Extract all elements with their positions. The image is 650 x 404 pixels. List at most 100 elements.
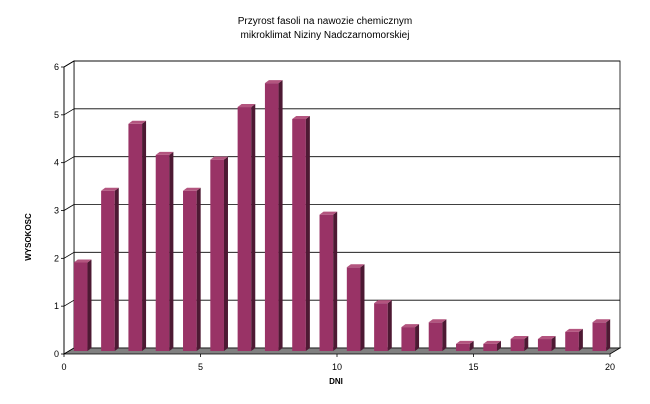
- bar: [565, 328, 583, 351]
- bar: [401, 324, 420, 351]
- x-tick-label: 15: [468, 362, 478, 372]
- bar: [456, 340, 474, 351]
- chart-title: Przyrost fasoli na nawozie chemicznym mi…: [238, 16, 413, 41]
- bar: [483, 340, 501, 351]
- bar-side: [578, 328, 583, 351]
- bar-side: [196, 187, 201, 351]
- bar-top: [428, 319, 447, 323]
- gridline-side: [63, 251, 75, 259]
- gridline-side: [63, 299, 75, 307]
- bar-top: [483, 340, 501, 344]
- bar-top: [456, 340, 474, 344]
- y-tick-label: 5: [54, 110, 59, 120]
- gridline-side: [63, 204, 75, 211]
- bar-top: [183, 187, 201, 191]
- bar: [155, 151, 174, 351]
- bar-top: [101, 187, 119, 191]
- bar-top: [374, 300, 392, 304]
- bar-side: [387, 300, 392, 351]
- bar-top: [401, 324, 420, 328]
- bar-top: [592, 319, 611, 323]
- x-axis-label: DNI: [329, 377, 343, 386]
- bar: [292, 116, 310, 351]
- bar-side: [415, 324, 420, 351]
- bar: [537, 336, 556, 351]
- bar-front: [346, 267, 361, 351]
- chart-title-line-1: Przyrost fasoli na nawozie chemicznym: [238, 16, 413, 27]
- bar-front: [183, 190, 197, 351]
- bar-side: [606, 319, 611, 351]
- bar-top: [565, 328, 583, 332]
- bar-front: [456, 343, 470, 351]
- gridline-side: [63, 60, 75, 68]
- bar-front: [155, 154, 170, 351]
- gridline-side: [63, 108, 75, 116]
- bar-front: [101, 190, 115, 351]
- y-tick-label: 6: [54, 62, 59, 72]
- bar-side: [114, 187, 119, 351]
- bar: [101, 187, 119, 351]
- bar-side: [305, 116, 310, 351]
- bar-side: [169, 151, 174, 351]
- bar-top: [155, 151, 174, 155]
- bar-top: [264, 80, 283, 84]
- x-tick-label: 0: [61, 362, 66, 372]
- bar-front: [428, 322, 443, 351]
- bar-side: [524, 336, 529, 351]
- bar-front: [592, 322, 607, 351]
- bar-front: [401, 327, 416, 351]
- bar-top: [537, 336, 556, 340]
- bar-front: [264, 83, 279, 351]
- bar: [73, 259, 92, 351]
- bar-side: [360, 264, 365, 351]
- bar-front: [292, 119, 306, 351]
- bar: [374, 300, 392, 351]
- bar-front: [510, 339, 525, 351]
- chart-title-line-2: mikroklimat Niziny Nadczarnomorskiej: [241, 30, 410, 41]
- bar: [592, 319, 611, 351]
- bar-side: [278, 80, 283, 351]
- bar-top: [319, 211, 338, 215]
- x-tick-label: 20: [605, 362, 615, 372]
- bar-top: [73, 259, 92, 263]
- y-tick-label: 3: [54, 206, 59, 216]
- bar: [183, 187, 201, 351]
- bar: [210, 156, 228, 351]
- bar-front: [210, 159, 224, 351]
- bar: [346, 264, 365, 351]
- plot-area: 0 1 2 3 4 5 6 0 5 10 15 20: [54, 60, 622, 372]
- bar-side: [142, 120, 147, 352]
- y-tick-label: 0: [54, 349, 59, 359]
- bar-front: [565, 331, 579, 351]
- bar-side: [496, 340, 501, 351]
- bar-front: [483, 343, 497, 351]
- bar: [319, 211, 338, 351]
- bar-top: [237, 104, 256, 108]
- chart-floor: [62, 347, 622, 355]
- bar-top: [292, 116, 310, 120]
- bar-side: [469, 340, 474, 351]
- bar-front: [237, 107, 252, 351]
- x-tick-label: 5: [198, 362, 203, 372]
- x-tick-label: 10: [332, 362, 342, 372]
- bar: [264, 80, 283, 351]
- gridline-side: [63, 156, 75, 164]
- bar-front: [128, 123, 143, 352]
- bar-top: [346, 264, 365, 268]
- bar-side: [251, 104, 256, 351]
- bar-top: [510, 336, 529, 340]
- y-tick-label: 1: [54, 301, 59, 311]
- bar: [428, 319, 447, 351]
- bar-side: [551, 336, 556, 351]
- bar: [510, 336, 529, 351]
- bar-front: [73, 262, 88, 351]
- y-tick-label: 4: [54, 158, 59, 168]
- bar: [237, 104, 256, 351]
- y-tick-label: 2: [54, 253, 59, 263]
- bar-side: [223, 156, 228, 351]
- bar-front: [537, 339, 552, 351]
- bar-front: [319, 214, 334, 351]
- bar-top: [210, 156, 228, 160]
- bar-side: [87, 259, 92, 351]
